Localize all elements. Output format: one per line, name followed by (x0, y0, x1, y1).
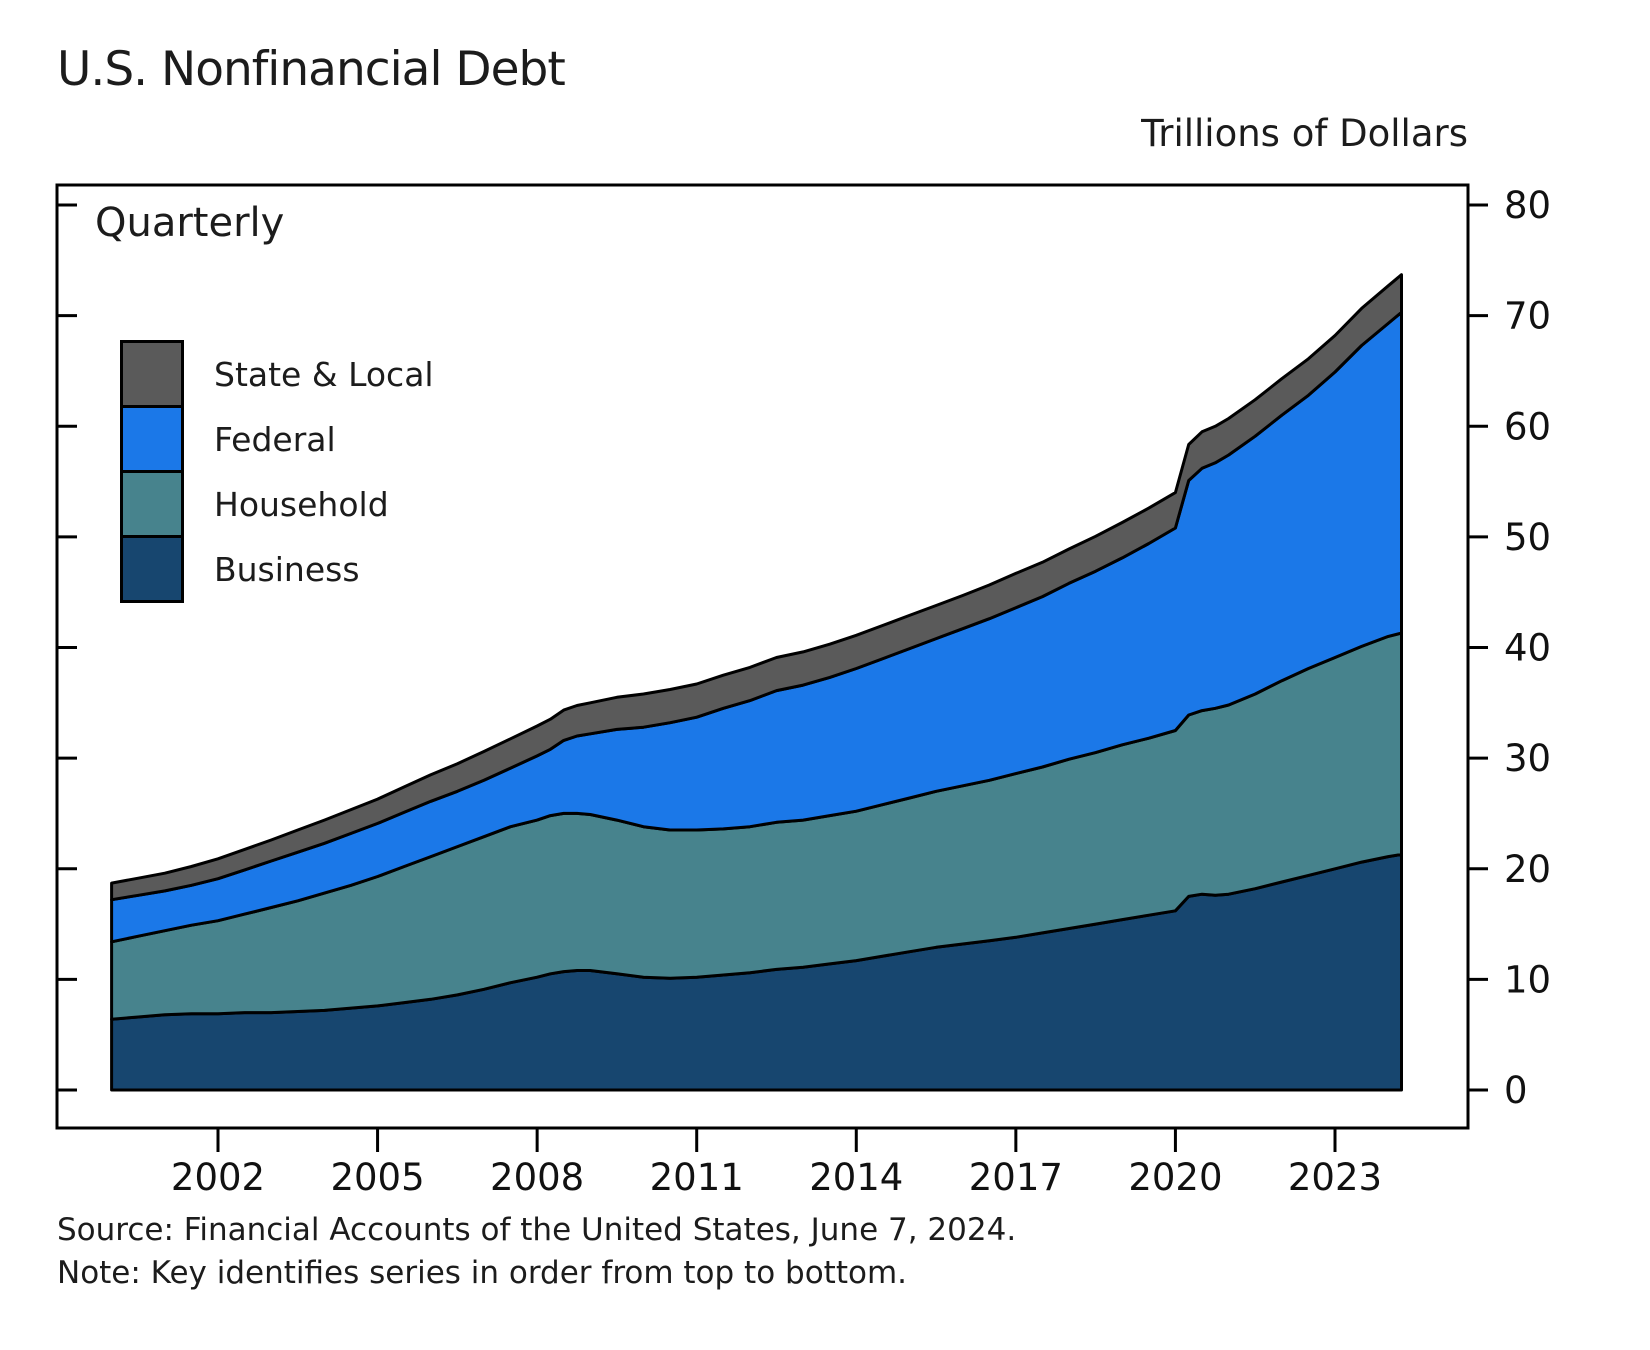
chart-title: U.S. Nonfinancial Debt (57, 42, 566, 97)
y-tick-label: 0 (1504, 1069, 1528, 1112)
legend-swatch-business (120, 535, 184, 603)
legend-item-state-local: State & Local (120, 340, 434, 408)
legend: State & Local Federal Household Business (120, 340, 434, 603)
x-tick-label: 2020 (1128, 1156, 1222, 1199)
x-tick-label: 2017 (969, 1156, 1063, 1199)
x-tick-label: 2014 (809, 1156, 903, 1199)
legend-item-household: Household (120, 470, 434, 538)
legend-swatch-household (120, 470, 184, 538)
legend-swatch-federal (120, 405, 184, 473)
y-tick-label: 80 (1504, 184, 1551, 227)
x-tick-label: 2002 (171, 1156, 265, 1199)
legend-swatch-state-local (120, 340, 184, 408)
legend-item-business: Business (120, 535, 434, 603)
y-tick-label: 40 (1504, 627, 1551, 670)
legend-label-state-local: State & Local (214, 354, 434, 394)
y-tick-label: 30 (1504, 737, 1551, 780)
x-tick-label: 2023 (1288, 1156, 1382, 1199)
x-tick-label: 2005 (330, 1156, 424, 1199)
order-note: Note: Key identifies series in order fro… (57, 1255, 908, 1291)
y-tick-label: 70 (1504, 295, 1551, 338)
y-tick-label: 50 (1504, 516, 1551, 559)
y-tick-label: 20 (1504, 848, 1551, 891)
plot-border (55, 183, 1470, 1130)
y-tick-label: 10 (1504, 958, 1551, 1001)
legend-label-federal: Federal (214, 419, 336, 459)
source-note: Source: Financial Accounts of the United… (57, 1212, 1017, 1248)
y-tick-label: 60 (1504, 405, 1551, 448)
x-tick-label: 2008 (490, 1156, 584, 1199)
y-axis-units-label: Trillions of Dollars (1141, 112, 1468, 155)
frequency-label: Quarterly (95, 200, 285, 246)
area-state-local (110, 273, 1403, 902)
legend-label-business: Business (214, 549, 360, 589)
legend-label-household: Household (214, 484, 389, 524)
legend-item-federal: Federal (120, 405, 434, 473)
x-tick-label: 2011 (650, 1156, 744, 1199)
